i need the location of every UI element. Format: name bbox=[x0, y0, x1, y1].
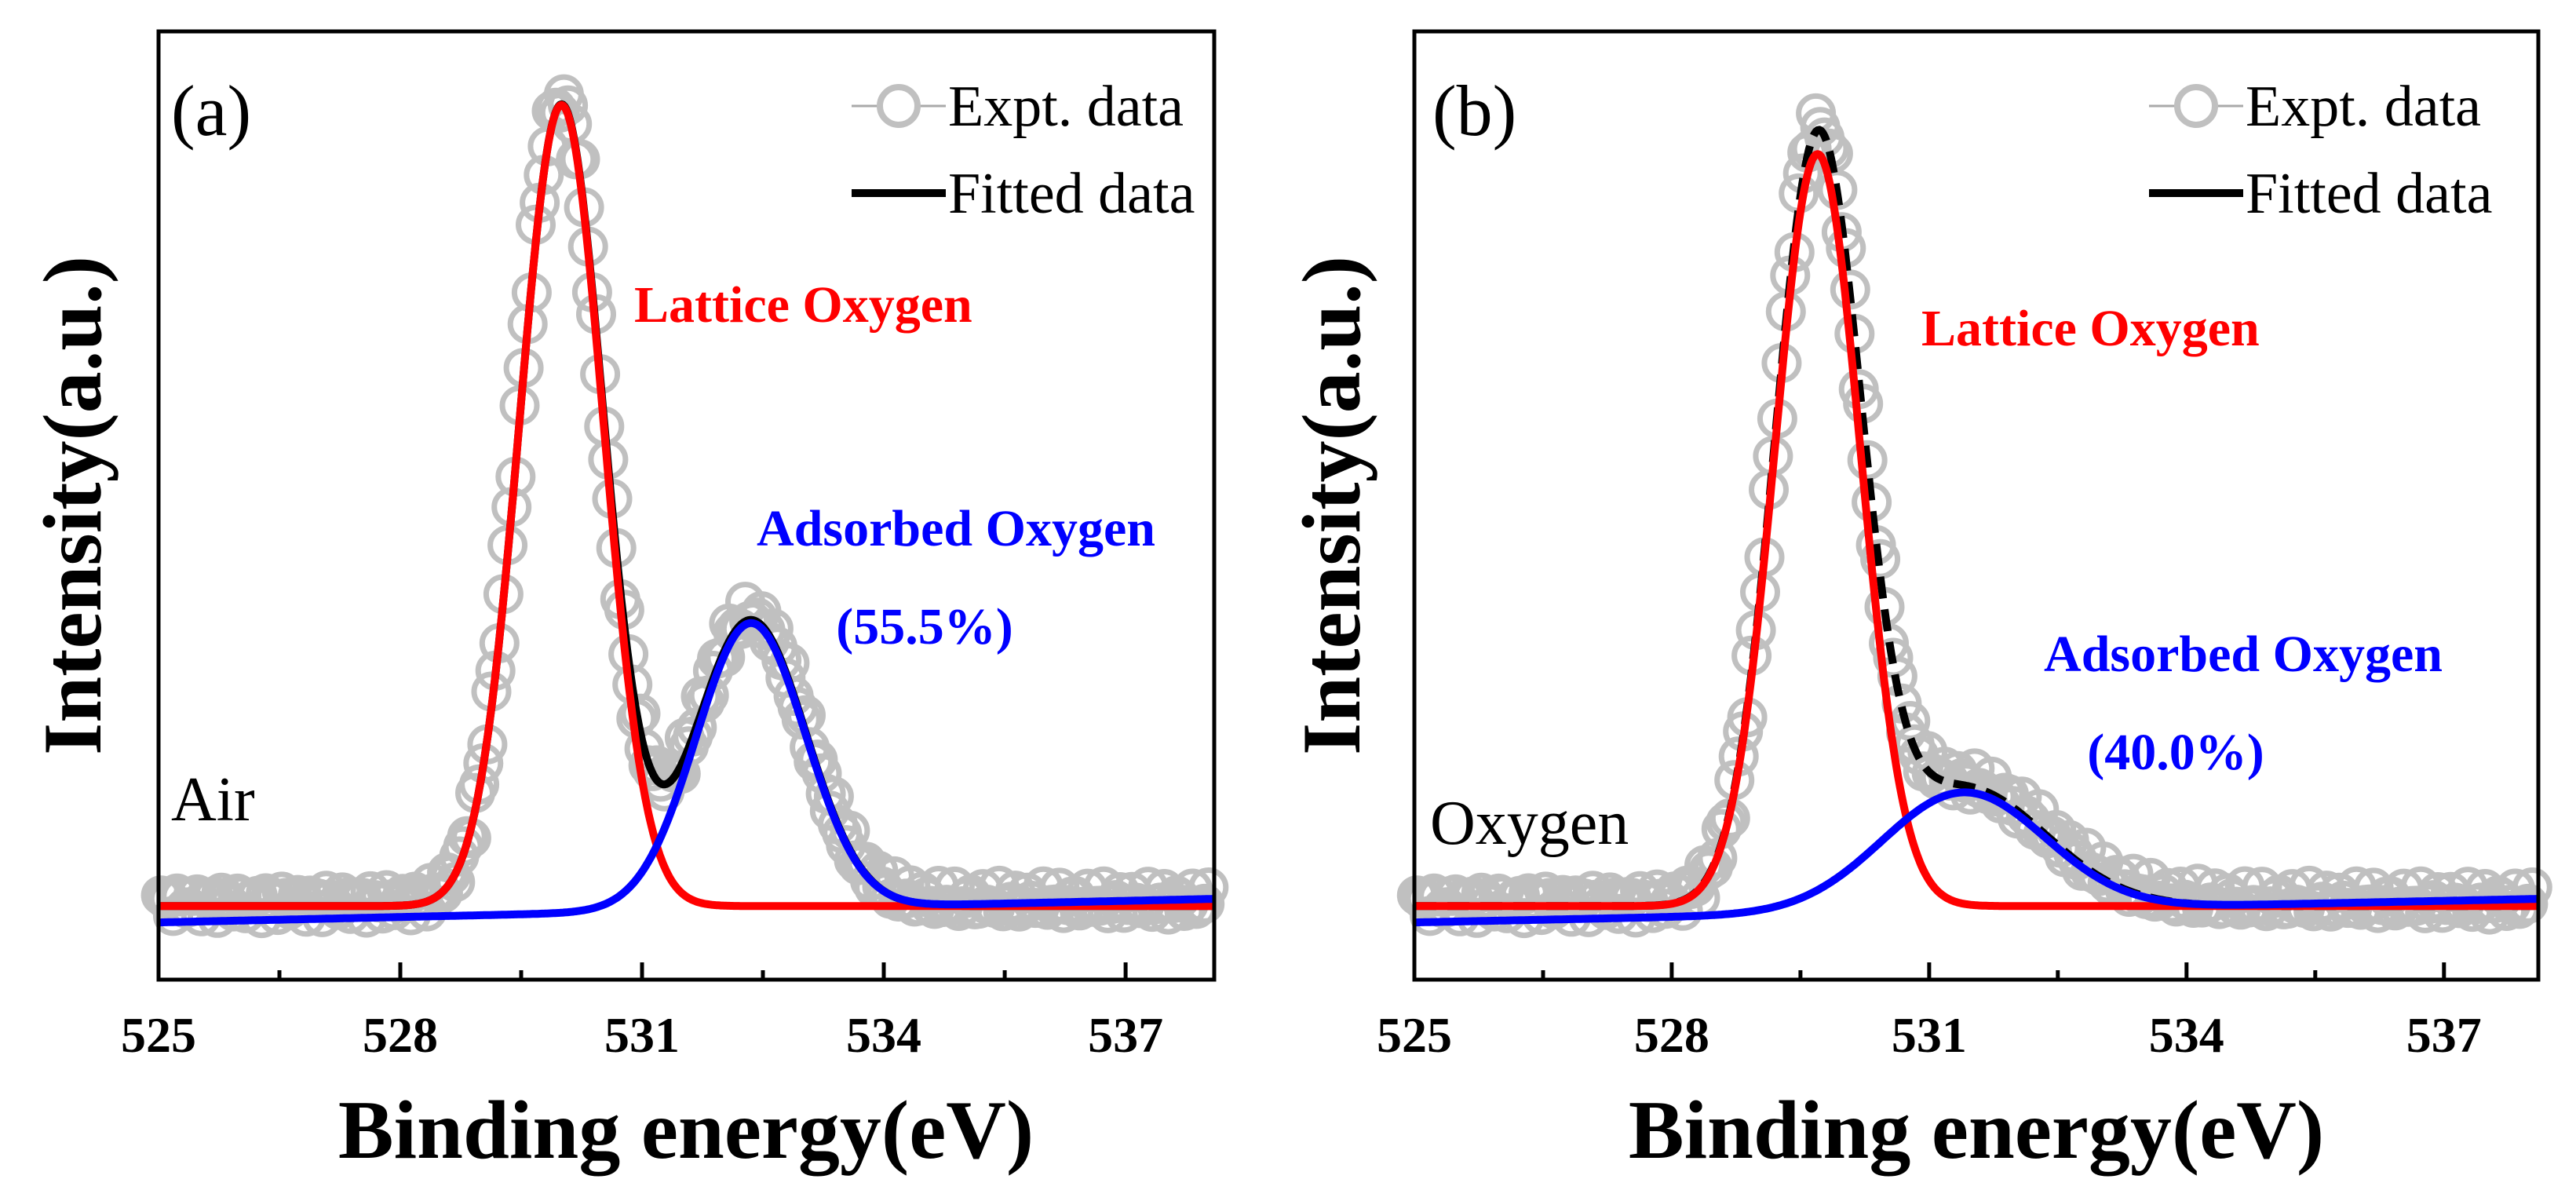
plot-area-a bbox=[140, 74, 1229, 939]
annotation-lattice-oxygen-a: Lattice Oxygen bbox=[634, 276, 972, 334]
legend-expt-label-b: Expt. data bbox=[2246, 75, 2481, 139]
legend-fitted-label-a: Fitted data bbox=[948, 162, 1195, 226]
y-axis-label-a: Intensity(a.u.) bbox=[27, 256, 119, 755]
x-axis-label-a: Binding energy(eV) bbox=[338, 1084, 1034, 1176]
sample-label-b: Oxygen bbox=[1430, 789, 1629, 858]
x-axis-label-b: Binding energy(eV) bbox=[1629, 1084, 2324, 1176]
expt-point-b bbox=[1860, 538, 1901, 579]
expt-point-a bbox=[781, 699, 822, 739]
annotation-lattice-oxygen-b: Lattice Oxygen bbox=[1921, 300, 2260, 357]
x-tick-label-a: 537 bbox=[1088, 1007, 1163, 1063]
x-tick-label-a: 525 bbox=[121, 1007, 196, 1063]
x-tick-label-b: 531 bbox=[1892, 1007, 1967, 1063]
annotation-adsorbed-percent-b: (40.0%) bbox=[2087, 724, 2264, 781]
panel-b: 525 528 531 534 537 (b) Oxygen Expt. data Fi… bbox=[1286, 29, 2552, 1176]
legend-a: Expt. data Fitted data bbox=[852, 75, 1195, 226]
legend-expt-marker-a bbox=[877, 84, 921, 128]
annotation-adsorbed-oxygen-a: Adsorbed Oxygen bbox=[757, 500, 1155, 557]
x-tick-label-b: 534 bbox=[2149, 1007, 2224, 1063]
panel-label-b: (b) bbox=[1432, 71, 1516, 151]
series-adsorbed-oxygen-b bbox=[1412, 788, 2541, 927]
expt-point-b bbox=[1847, 440, 1888, 480]
legend-fitted-label-b: Fitted data bbox=[2246, 162, 2492, 226]
x-tick-label-b: 525 bbox=[1377, 1007, 1452, 1063]
axes-frame-b bbox=[1412, 29, 2541, 982]
x-tick-label-a: 531 bbox=[604, 1007, 680, 1063]
x-tick-label-b: 528 bbox=[1634, 1007, 1709, 1063]
legend-expt-marker-b bbox=[2174, 84, 2218, 128]
expt-point-a bbox=[422, 873, 463, 914]
expt-point-b bbox=[1697, 838, 1738, 878]
axes-frame-a bbox=[156, 29, 1217, 982]
series-adsorbed-oxygen-a bbox=[156, 619, 1217, 927]
x-ticks-b: 525 528 531 534 537 bbox=[1377, 962, 2482, 1063]
panel-label-a: (a) bbox=[171, 71, 251, 151]
x-tick-label-a: 534 bbox=[846, 1007, 921, 1063]
expt-point-a bbox=[688, 675, 729, 716]
x-tick-label-a: 528 bbox=[363, 1007, 438, 1063]
expt-point-a bbox=[539, 93, 580, 133]
y-axis-label-b: Intensity(a.u.) bbox=[1286, 256, 1377, 755]
legend-b: Expt. data Fitted data bbox=[2149, 75, 2492, 226]
annotation-adsorbed-oxygen-b: Adsorbed Oxygen bbox=[2044, 626, 2443, 683]
panel-a: 525 528 531 534 537 (a) Air Expt. data Fitte… bbox=[27, 29, 1229, 1176]
x-tick-label-b: 537 bbox=[2406, 1007, 2482, 1063]
x-ticks-a: 525 528 531 534 537 bbox=[121, 962, 1163, 1063]
expt-point-a bbox=[632, 750, 673, 791]
annotation-adsorbed-percent-a: (55.5%) bbox=[836, 598, 1013, 655]
legend-expt-label-a: Expt. data bbox=[948, 75, 1184, 139]
plot-area-b bbox=[1396, 93, 2552, 939]
sample-label-a: Air bbox=[171, 765, 255, 834]
